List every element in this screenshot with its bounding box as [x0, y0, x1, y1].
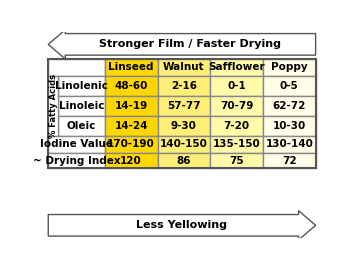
Bar	[158, 153, 210, 168]
Bar	[210, 153, 263, 168]
Bar	[58, 76, 105, 96]
Text: 75: 75	[229, 156, 244, 166]
Text: 140-150: 140-150	[160, 139, 208, 150]
Text: ~ Drying Index: ~ Drying Index	[33, 156, 120, 166]
Polygon shape	[48, 211, 316, 240]
Text: 48-60: 48-60	[115, 81, 148, 91]
Bar	[58, 116, 105, 136]
Bar	[158, 116, 210, 136]
Bar	[48, 76, 58, 136]
Bar	[263, 59, 316, 76]
Text: 57-77: 57-77	[167, 101, 201, 111]
Bar	[263, 96, 316, 116]
Text: Poppy: Poppy	[271, 62, 307, 72]
Text: 62-72: 62-72	[273, 101, 306, 111]
Bar	[48, 59, 316, 168]
Text: Safflower: Safflower	[208, 62, 265, 72]
Bar	[48, 136, 105, 153]
Bar	[105, 136, 158, 153]
Bar	[210, 136, 263, 153]
Text: 86: 86	[177, 156, 191, 166]
Bar	[158, 59, 210, 76]
Bar	[105, 76, 158, 96]
Text: Walnut: Walnut	[163, 62, 205, 72]
Text: 14-24: 14-24	[114, 121, 148, 131]
Bar	[48, 153, 105, 168]
Bar	[158, 76, 210, 96]
Bar	[105, 59, 158, 76]
Text: 0-5: 0-5	[280, 81, 299, 91]
Text: Iodine Value: Iodine Value	[40, 139, 113, 150]
Polygon shape	[48, 30, 316, 59]
Bar	[263, 153, 316, 168]
Text: Less Yellowing: Less Yellowing	[136, 220, 226, 230]
Bar	[58, 96, 105, 116]
Text: Stronger Film / Faster Drying: Stronger Film / Faster Drying	[99, 39, 282, 49]
Text: Linolenic: Linolenic	[55, 81, 108, 91]
Text: 170-190: 170-190	[107, 139, 155, 150]
Text: 135-150: 135-150	[213, 139, 261, 150]
Text: 130-140: 130-140	[265, 139, 313, 150]
Text: 2-16: 2-16	[171, 81, 197, 91]
Text: Oleic: Oleic	[67, 121, 96, 131]
Bar	[158, 96, 210, 116]
Text: % Fatty Acids: % Fatty Acids	[49, 74, 58, 138]
Text: 0-1: 0-1	[227, 81, 246, 91]
Text: Linseed: Linseed	[108, 62, 154, 72]
Bar	[48, 59, 105, 76]
Bar	[158, 136, 210, 153]
Text: 10-30: 10-30	[273, 121, 306, 131]
Text: Linoleic: Linoleic	[59, 101, 104, 111]
Text: 7-20: 7-20	[224, 121, 250, 131]
Bar	[105, 96, 158, 116]
Bar	[105, 116, 158, 136]
Text: 120: 120	[120, 156, 142, 166]
Bar	[263, 136, 316, 153]
Bar	[210, 96, 263, 116]
Bar	[210, 116, 263, 136]
Text: 72: 72	[282, 156, 296, 166]
Bar	[263, 116, 316, 136]
Text: 9-30: 9-30	[171, 121, 197, 131]
Bar	[263, 76, 316, 96]
Bar	[210, 59, 263, 76]
Text: 70-79: 70-79	[220, 101, 253, 111]
Bar	[105, 153, 158, 168]
Bar	[210, 76, 263, 96]
Text: 14-19: 14-19	[115, 101, 148, 111]
